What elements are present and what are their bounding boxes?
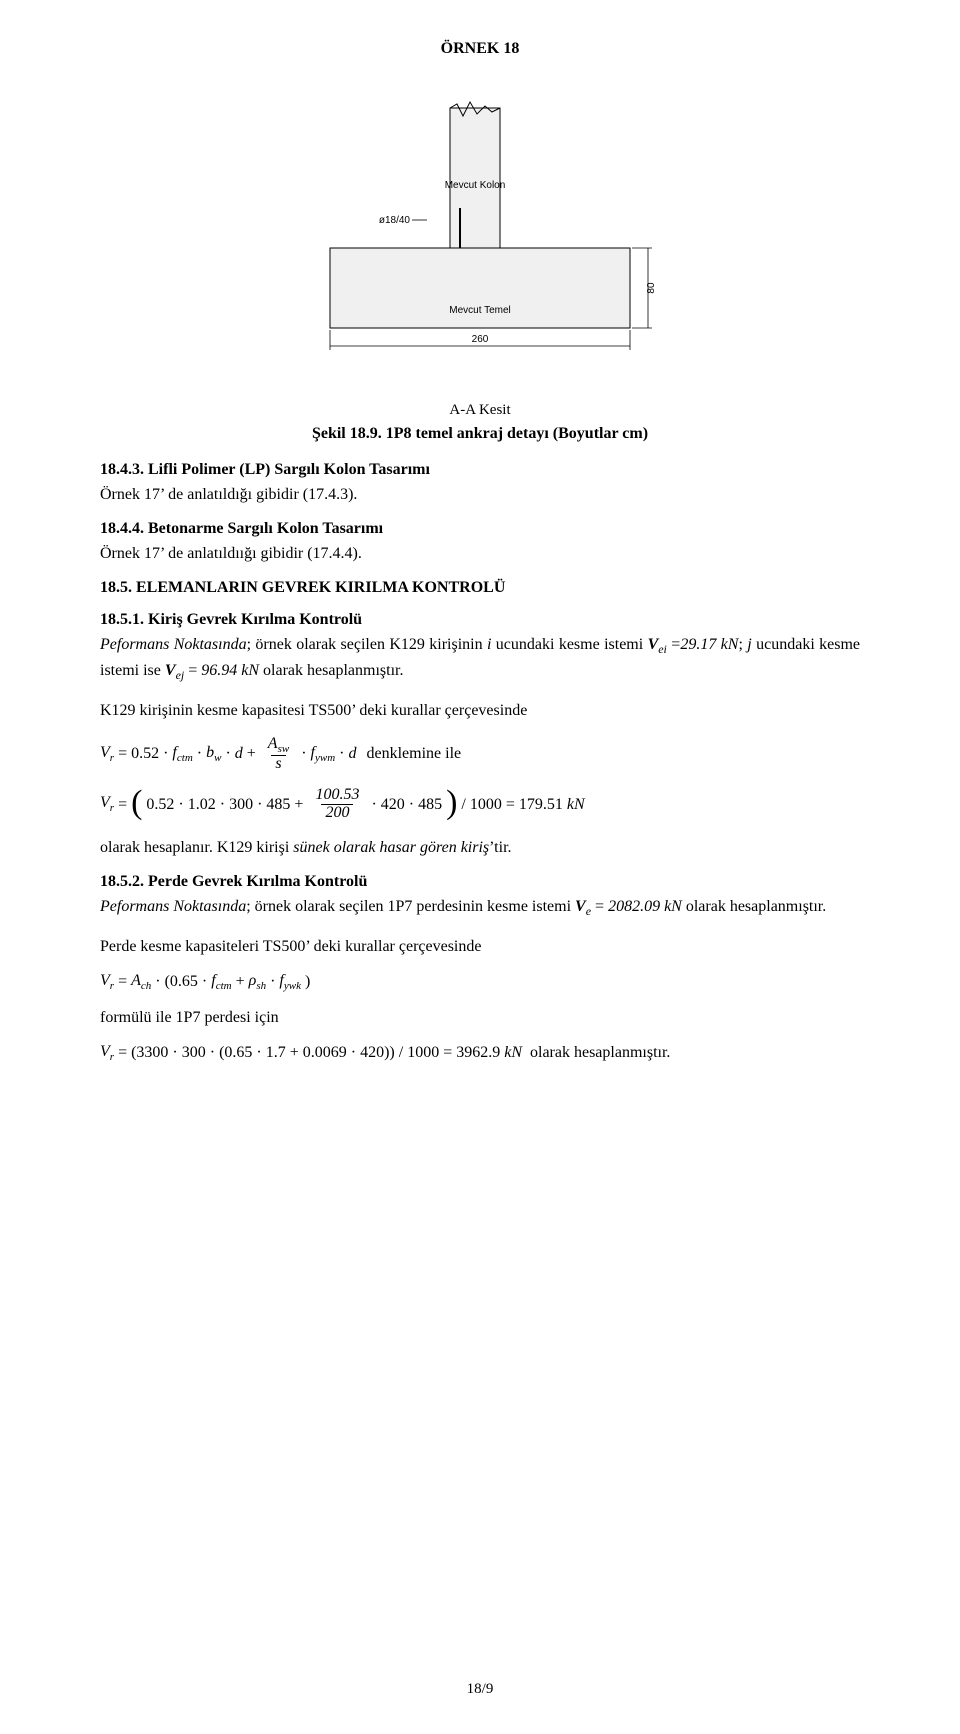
sec-1844-line: Örnek 17’ de anlatıldıığı gibidir (17.4.… (100, 542, 860, 565)
figure-18-9: Mevcut Kolon ø18/40 Mevcut Temel 260 80 (290, 98, 670, 398)
page-header: ÖRNEK 18 (100, 40, 860, 58)
txt: V (648, 636, 659, 653)
sym: + (247, 745, 256, 763)
sym: = (118, 1044, 127, 1062)
fraction: 100.53 200 (311, 787, 363, 822)
sec-1851-p1: Peformans Noktasında; örnek olarak seçil… (100, 633, 860, 684)
txt: sünek olarak hasar gören kiriş (293, 839, 489, 856)
sym: · 420 · 485 (371, 796, 442, 814)
txt: 2082.09 kN (608, 898, 682, 915)
sym: Ach (131, 972, 151, 992)
sym: · (0.65 · (155, 973, 207, 991)
sec-1851-p3: olarak hesaplanır. K129 kirişi sünek ola… (100, 836, 860, 859)
txt: = (184, 662, 201, 679)
equation-vr-formula: Vr = 0.52 · fctm · bw · d + Asw s · fywm… (100, 736, 860, 774)
sym: 0.52 · 1.02 · 300 · 485 + (146, 796, 303, 814)
txt: V (165, 662, 176, 679)
sec-1852-p3: formülü ile 1P7 perdesi için (100, 1006, 860, 1029)
sym: d (348, 745, 356, 763)
txt: olarak hesaplanır. K129 kirişi (100, 839, 293, 856)
txt: ; (738, 636, 747, 653)
sym: d (235, 745, 243, 763)
txt: = (667, 636, 680, 653)
sym: Vr (100, 744, 114, 764)
sym: bw (206, 744, 221, 764)
sym: fctm (172, 744, 192, 764)
sym: (3300 · 300 · (0.65 · 1.7 + 0.0069 · 420… (131, 1044, 500, 1062)
sec-1851-p2: K129 kirişinin kesme kapasitesi TS500’ d… (100, 699, 860, 722)
figure-main-caption-text: Şekil 18.9. 1P8 temel ankraj detayı (Boy… (312, 425, 648, 442)
sym: fywm (311, 744, 336, 764)
sec-1852-p2: Perde kesme kapasiteleri TS500’ deki kur… (100, 935, 860, 958)
txt: ’tir. (489, 839, 511, 856)
txt: olarak hesaplanmıştır. (682, 898, 826, 915)
sym: Vr (100, 1043, 114, 1063)
sym: · (197, 745, 202, 763)
equation-vr-numeric: Vr = ( 0.52 · 1.02 · 300 · 485 + 100.53 … (100, 787, 860, 822)
sym: = 0.52 · (118, 745, 168, 763)
sec-1852-title: 18.5.2. Perde Gevrek Kırılma Kontrolü (100, 873, 860, 891)
sym: · (301, 745, 306, 763)
sec-185-title: 18.5. ELEMANLARIN GEVREK KIRILMA KONTROL… (100, 579, 860, 597)
txt: Peformans Noktasında (100, 898, 246, 915)
txt: olarak hesaplanmıştır. (259, 662, 403, 679)
figure-main-caption: Şekil 18.9. 1P8 temel ankraj detayı (Boy… (100, 425, 860, 443)
sym: = (118, 796, 127, 814)
txt: 96.94 kN (201, 662, 259, 679)
txt: ej (176, 668, 185, 682)
fig-col-label: Mevcut Kolon (445, 180, 506, 191)
txt: V (575, 898, 586, 915)
sym: + (236, 973, 245, 991)
txt: 29.17 kN (680, 636, 738, 653)
sym: Vr (100, 794, 114, 814)
equation-vr-perde-numeric: Vr = (3300 · 300 · (0.65 · 1.7 + 0.0069 … (100, 1043, 860, 1063)
sec-1843-title: 18.4.3. Lifli Polimer (LP) Sargılı Kolon… (100, 461, 860, 479)
sec-1851-title: 18.5.1. Kiriş Gevrek Kırılma Kontrolü (100, 611, 860, 629)
sym: / 1000 = 179.51 (461, 796, 562, 814)
fig-rebar-label: ø18/40 (379, 215, 411, 226)
txt: ; örnek olarak seçilen K129 kirişinin (247, 636, 487, 653)
txt: ; örnek olarak seçilen 1P7 perdesinin ke… (246, 898, 575, 915)
fraction: Asw s (264, 736, 293, 774)
sym: ρsh (249, 972, 266, 992)
paren: ) (446, 786, 457, 820)
sym: · (225, 745, 230, 763)
sec-1843-line: Örnek 17’ de anlatıldığı gibidir (17.4.3… (100, 483, 860, 506)
txt: ucundaki kesme istemi (491, 636, 647, 653)
fig-footing-label: Mevcut Temel (449, 305, 511, 316)
sym: · (270, 973, 275, 991)
eq-tail: denklemine ile (366, 745, 461, 763)
fig-dim-width: 260 (472, 334, 489, 345)
paren: ( (131, 786, 142, 820)
sym: kN (504, 1044, 522, 1062)
fig-dim-height: 80 (646, 282, 657, 294)
txt: ei (658, 643, 667, 657)
sym: Vr (100, 972, 114, 992)
sym: kN (567, 796, 585, 814)
sym: · (339, 745, 344, 763)
figure-svg: Mevcut Kolon ø18/40 Mevcut Temel 260 80 (290, 98, 670, 398)
figure-section-caption: A-A Kesit (100, 402, 860, 419)
equation-vr-perde-formula: Vr = Ach · (0.65 · fctm + ρsh · fywk ) (100, 972, 860, 992)
sym: ) (305, 973, 310, 991)
sym: = (118, 973, 127, 991)
txt: Peformans Noktasında (100, 636, 247, 653)
eq-tail: olarak hesaplanmıştır. (530, 1044, 670, 1062)
sec-1844-title: 18.4.4. Betonarme Sargılı Kolon Tasarımı (100, 520, 860, 538)
sym: fywk (279, 972, 301, 992)
txt: = (591, 898, 608, 915)
sym: fctm (211, 972, 231, 992)
sec-1852-p1: Peformans Noktasında; örnek olarak seçil… (100, 895, 860, 921)
page-footer: 18/9 (0, 1681, 960, 1698)
